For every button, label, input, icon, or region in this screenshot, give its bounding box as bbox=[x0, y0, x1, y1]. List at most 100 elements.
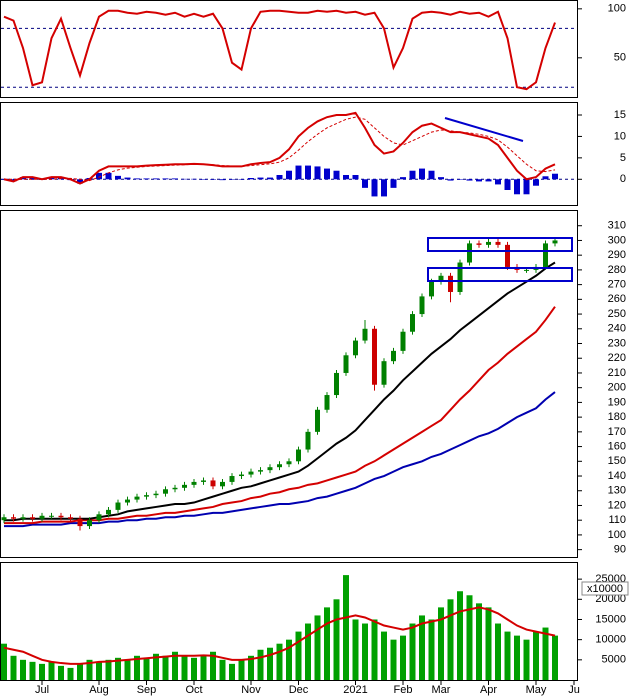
bar bbox=[219, 179, 226, 181]
bar bbox=[314, 615, 321, 680]
bar bbox=[390, 179, 397, 188]
candle-body bbox=[353, 340, 358, 356]
y-tick-label: 220 bbox=[608, 352, 626, 364]
bar bbox=[343, 175, 349, 180]
y-tick-label: 300 bbox=[608, 234, 626, 246]
line-series bbox=[3, 111, 556, 185]
candle-body bbox=[410, 314, 415, 332]
bar bbox=[219, 659, 226, 680]
bar bbox=[229, 179, 235, 180]
bar bbox=[333, 170, 340, 180]
bar bbox=[390, 639, 397, 680]
candle-body bbox=[11, 517, 16, 519]
volume-panel bbox=[0, 562, 578, 681]
candle-body bbox=[106, 509, 111, 515]
bar bbox=[39, 663, 45, 680]
bar bbox=[485, 179, 492, 182]
bar bbox=[115, 657, 121, 680]
bar bbox=[153, 653, 159, 680]
bar bbox=[181, 178, 188, 180]
bar bbox=[514, 635, 520, 680]
candle-body bbox=[524, 269, 529, 271]
bar bbox=[162, 655, 169, 680]
bar bbox=[286, 639, 292, 680]
candle-body bbox=[30, 517, 35, 519]
support-box bbox=[427, 267, 573, 282]
bar bbox=[409, 623, 416, 680]
bar bbox=[362, 623, 368, 680]
x-tick-label: Aug bbox=[89, 684, 109, 696]
y-tick-label: 140 bbox=[608, 470, 626, 482]
candle-body bbox=[163, 489, 168, 494]
line-series bbox=[4, 261, 556, 522]
bar bbox=[162, 178, 169, 180]
candle-body bbox=[400, 331, 406, 351]
bar bbox=[428, 619, 435, 680]
bar bbox=[48, 661, 55, 680]
candle-body bbox=[172, 487, 178, 490]
bar bbox=[77, 179, 83, 184]
y-tick-label: 120 bbox=[608, 499, 626, 511]
bar bbox=[371, 619, 378, 680]
y-tick-label: 100 bbox=[608, 3, 626, 15]
candle-body bbox=[1, 517, 7, 521]
bar bbox=[352, 619, 359, 680]
candle-body bbox=[543, 243, 548, 267]
bar bbox=[343, 575, 349, 680]
x-tick-label: May bbox=[526, 684, 547, 696]
bar bbox=[419, 168, 425, 180]
candle-body bbox=[429, 281, 434, 297]
y-tick-label: 200 bbox=[608, 382, 626, 394]
resistance-box bbox=[427, 237, 573, 252]
bar bbox=[533, 179, 539, 186]
y-tick-label: 270 bbox=[608, 279, 626, 291]
y-tick-label: 10000 bbox=[595, 634, 626, 646]
bar bbox=[124, 659, 131, 680]
bar bbox=[409, 170, 416, 180]
bar bbox=[153, 178, 159, 180]
bar bbox=[495, 179, 501, 185]
bar bbox=[105, 172, 112, 180]
bar bbox=[67, 667, 74, 680]
bar bbox=[295, 165, 302, 180]
y-tick-label: 110 bbox=[608, 514, 626, 526]
candle-body bbox=[220, 481, 225, 487]
y-tick-label: 170 bbox=[608, 426, 626, 438]
bar bbox=[267, 177, 273, 180]
bar bbox=[248, 655, 254, 680]
y-tick-label: 50 bbox=[614, 52, 626, 64]
candle-body bbox=[305, 431, 311, 450]
price-panel bbox=[0, 210, 578, 558]
macd-panel bbox=[0, 102, 578, 206]
bar bbox=[257, 649, 264, 680]
bar bbox=[124, 177, 131, 180]
bar bbox=[381, 631, 387, 680]
candle-body bbox=[448, 275, 453, 292]
bar bbox=[457, 591, 463, 680]
bar bbox=[1, 643, 7, 680]
bar bbox=[352, 175, 359, 180]
bar bbox=[248, 178, 254, 180]
bar bbox=[29, 177, 36, 180]
bar bbox=[238, 659, 245, 680]
bar bbox=[552, 635, 558, 680]
candle-body bbox=[372, 328, 377, 385]
candle-body bbox=[277, 464, 282, 468]
bar bbox=[438, 607, 444, 680]
bar bbox=[143, 178, 150, 180]
candle-body bbox=[334, 372, 339, 396]
bar bbox=[428, 170, 435, 180]
candle-body bbox=[315, 409, 320, 432]
bar bbox=[552, 173, 558, 180]
unit-label: x10000 bbox=[587, 583, 623, 595]
candle-body bbox=[486, 241, 491, 245]
candle-body bbox=[286, 461, 292, 465]
bar bbox=[381, 179, 387, 197]
bar bbox=[105, 659, 112, 680]
candle-body bbox=[505, 244, 510, 267]
bar bbox=[200, 179, 207, 180]
bar bbox=[276, 175, 283, 180]
bar bbox=[447, 179, 454, 181]
y-tick-label: 20000 bbox=[595, 593, 626, 605]
bar bbox=[238, 179, 245, 180]
